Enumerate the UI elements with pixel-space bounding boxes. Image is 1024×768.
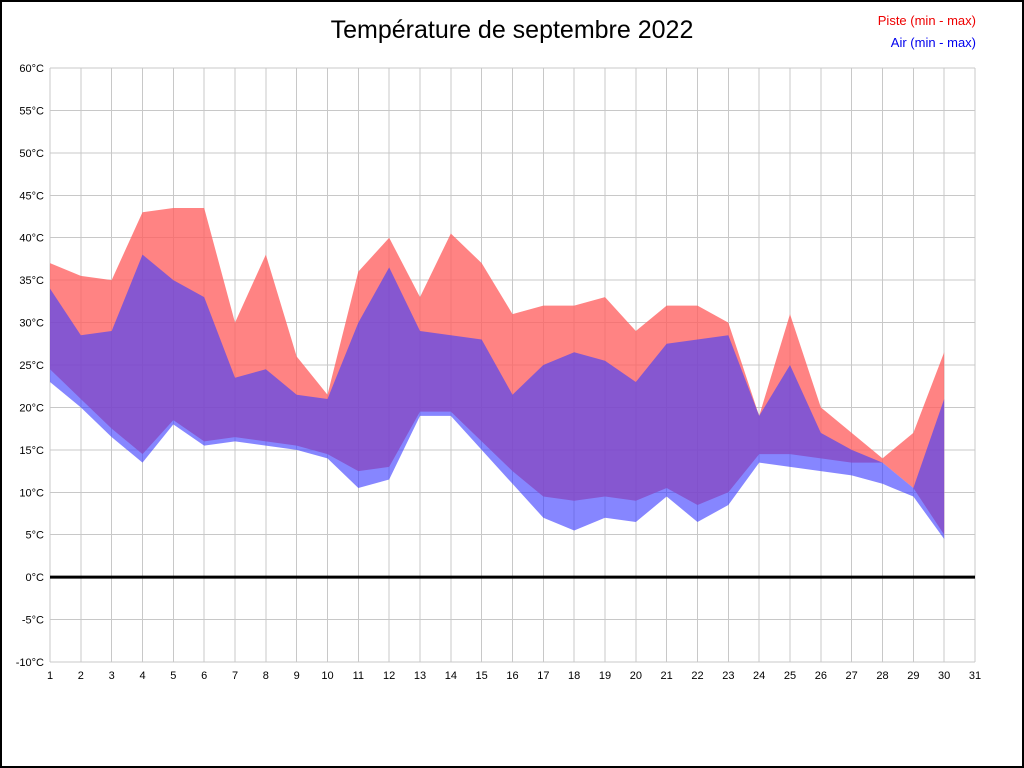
x-axis-tick-label: 24 [753,670,765,682]
x-axis-tick-label: 21 [661,670,673,682]
x-axis-tick-label: 30 [938,670,950,682]
y-axis-tick-label: 60°C [19,63,44,75]
chart-legend: Piste (min - max) Air (min - max) [878,10,976,54]
legend-item-piste: Piste (min - max) [877,13,976,28]
y-axis-tick-label: 25°C [19,360,44,372]
x-axis-tick-label: 26 [815,670,827,682]
y-axis-tick-label: 20°C [19,402,44,414]
x-axis-tick-label: 25 [784,670,796,682]
y-axis-tick-label: 5°C [26,530,45,542]
x-axis-tick-label: 1 [47,670,53,682]
y-axis-tick-label: 15°C [19,445,44,457]
y-axis-tick-label: -10°C [16,657,44,669]
x-axis-tick-label: 7 [232,670,238,682]
y-axis-tick-label: 55°C [19,105,44,117]
y-axis-tick-label: 50°C [19,148,44,160]
x-axis-tick-label: 13 [414,670,426,682]
x-axis-tick-label: 6 [201,670,207,682]
x-axis-tick-label: 29 [907,670,919,682]
x-axis-tick-label: 16 [506,670,518,682]
x-axis-tick-label: 2 [78,670,84,682]
y-axis-tick-label: 40°C [19,233,44,245]
x-axis-tick-label: 19 [599,670,611,682]
chart-title: Température de septembre 2022 [330,16,694,44]
x-axis-tick-label: 15 [476,670,488,682]
y-axis-tick-label: 30°C [19,318,44,330]
x-axis-tick-label: 8 [263,670,269,682]
y-axis-tick-label: 45°C [19,190,44,202]
legend-item-air: Air (min - max) [890,35,976,50]
x-axis-tick-label: 4 [139,670,145,682]
x-axis-tick-label: 5 [170,670,176,682]
y-axis-tick-label: -5°C [22,615,44,627]
y-axis-tick-label: 10°C [19,487,44,499]
x-axis-tick-label: 27 [846,670,858,682]
x-axis-tick-label: 10 [321,670,333,682]
x-axis-tick-label: 14 [445,670,457,682]
x-axis-tick-label: 3 [109,670,115,682]
x-axis-tick-label: 12 [383,670,395,682]
y-axis-tick-label: 35°C [19,275,44,287]
x-axis-tick-label: 28 [876,670,888,682]
x-axis-tick-label: 23 [722,670,734,682]
x-axis-tick-label: 20 [630,670,642,682]
x-axis-tick-label: 11 [353,670,364,682]
x-axis-tick-label: 18 [568,670,580,682]
x-axis-tick-label: 9 [294,670,300,682]
x-axis-tick-label: 17 [537,670,549,682]
x-axis-tick-label: 22 [691,670,703,682]
x-axis-tick-label: 31 [969,670,981,682]
y-axis-tick-label: 0°C [26,572,45,584]
